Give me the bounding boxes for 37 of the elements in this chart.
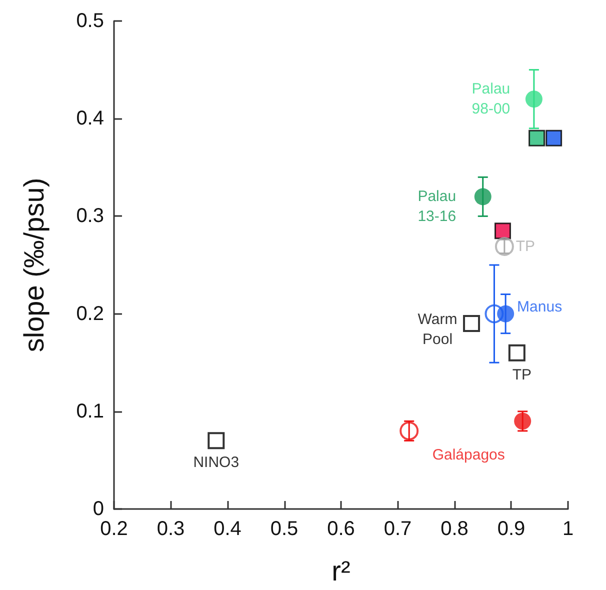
series-label: NINO3 [193,454,240,472]
x-tick-label: 0.3 [156,518,185,540]
series-label: Manus [517,298,562,316]
x-tick-label: 0.9 [497,518,526,540]
point [528,130,546,146]
x-tick-label: 0.5 [270,518,298,540]
y-tick-label: 0.3 [76,205,104,228]
point [546,130,562,146]
x-tick-label: 0.4 [214,518,242,540]
series-label: TP [512,366,532,384]
x-axis-title: r² [332,556,350,586]
series-label: Warm Pool [418,311,458,348]
point [494,222,511,240]
point [463,315,480,332]
y-axis-title: slope (‰/psu) [18,178,50,352]
y-tick-label: 0.2 [76,302,104,325]
x-tick-label: 0.8 [440,518,468,540]
series-label: Palau 13-16 [418,188,456,226]
point [508,344,526,362]
series-label: Palau 98-00 [472,80,510,118]
point [208,432,225,450]
y-tick-label: 0.4 [76,108,104,130]
y-tick-label: 0 [92,498,104,520]
y-tick-label: 0.5 [76,10,104,32]
x-tick-label: 0.7 [384,518,412,540]
point [514,412,532,430]
x-tick-label: 0.6 [327,518,355,540]
y-tick-label: 0.1 [76,400,104,422]
series-label: Galápagos [432,446,505,464]
point [494,236,514,256]
x-tick-label: 0.2 [100,518,128,540]
x-tick-label: 1 [562,518,574,540]
point [400,421,419,440]
series-label: TP [516,238,536,255]
point [497,305,514,322]
point [474,188,492,206]
point [525,90,542,108]
